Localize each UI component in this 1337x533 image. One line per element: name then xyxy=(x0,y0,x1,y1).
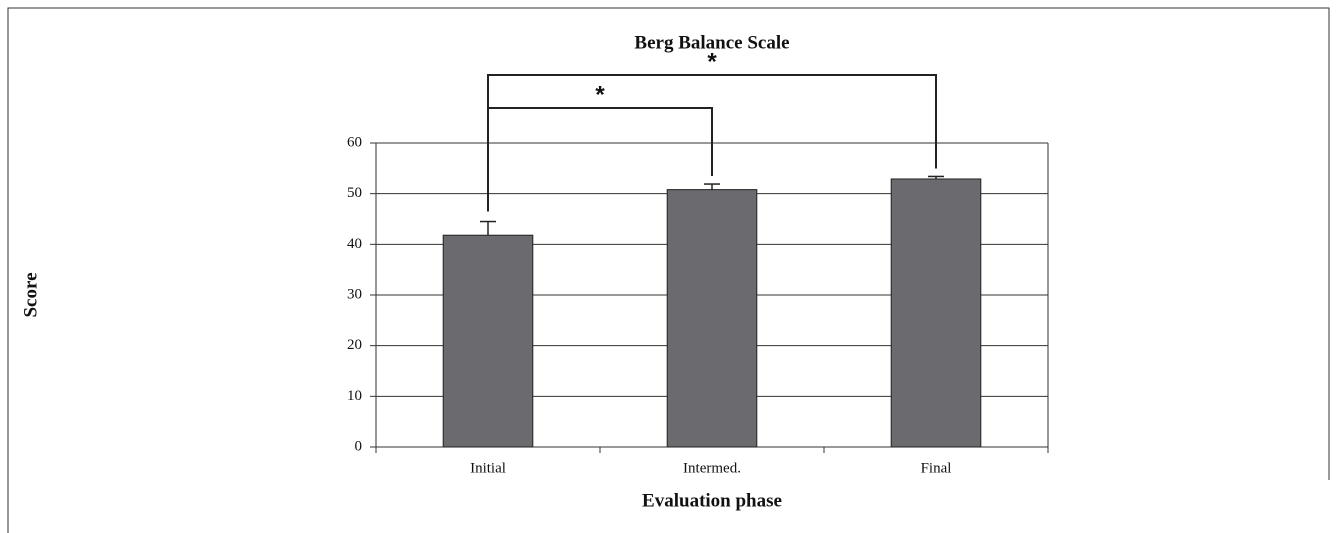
x-axis-label: Evaluation phase xyxy=(642,490,782,511)
y-tick-label: 50 xyxy=(347,185,362,201)
bar xyxy=(666,189,758,448)
x-tick-label: Final xyxy=(921,460,952,476)
y-axis-label: Score xyxy=(20,272,41,317)
bar xyxy=(442,234,534,448)
y-tick-label: 0 xyxy=(355,438,363,454)
chart-title: Berg Balance Scale xyxy=(634,32,789,53)
y-tick-label: 30 xyxy=(347,286,362,302)
x-tick-label: Initial xyxy=(470,460,506,476)
y-tick-label: 20 xyxy=(347,337,362,353)
y-tick-label: 10 xyxy=(347,388,362,404)
significance-bracket xyxy=(487,74,937,212)
frame xyxy=(7,7,1330,533)
bar xyxy=(890,178,982,448)
significance-label: * xyxy=(595,81,605,108)
y-tick-label: 60 xyxy=(347,134,362,150)
x-tick-label: Intermed. xyxy=(683,460,741,476)
y-tick-label: 40 xyxy=(347,236,362,252)
significance-label: * xyxy=(707,48,717,75)
